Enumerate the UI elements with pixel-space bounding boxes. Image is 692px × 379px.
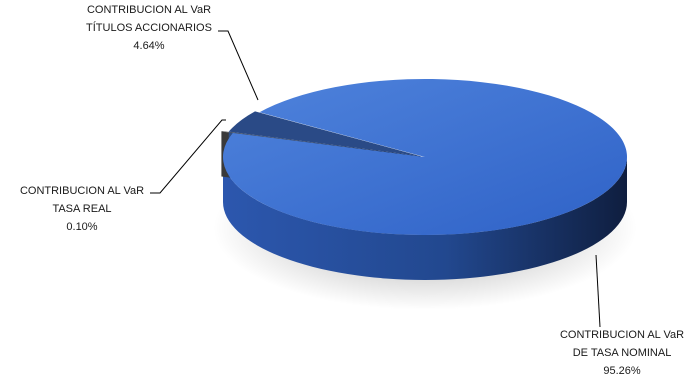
pie-top-layer (221, 79, 628, 236)
slice-label-titulos-accionarios: CONTRIBUCION AL VaR TÍTULOS ACCIONARIOS … (86, 4, 212, 52)
slice-label-tasa-real: CONTRIBUCION AL VaR TASA REAL 0.10% (20, 185, 144, 233)
label-line1: CONTRIBUCION AL VaR (87, 4, 211, 16)
pie-slice-0 (223, 79, 628, 236)
leader-line-titulos-accionarios (218, 30, 259, 101)
label-line2: TASA REAL (52, 203, 111, 215)
leader-line-tasa-real (150, 119, 226, 194)
label-line1: CONTRIBUCION AL VaR (20, 185, 144, 197)
pie-slice-1 (221, 131, 414, 156)
leader-lines (150, 30, 601, 328)
label-line2: TÍTULOS ACCIONARIOS (86, 21, 212, 34)
label-line1: CONTRIBUCION AL VaR (560, 329, 684, 341)
slice-label-tasa-nominal: CONTRIBUCION AL VaR DE TASA NOMINAL 95.2… (560, 329, 684, 377)
label-value: 95.26% (603, 365, 641, 377)
label-line2: DE TASA NOMINAL (573, 347, 672, 359)
pie-slice-side-0 (223, 157, 627, 280)
label-value: 4.64% (133, 40, 164, 52)
label-value: 0.10% (66, 221, 97, 233)
leader-line-tasa-nominal (595, 254, 601, 328)
pie-slice-2 (228, 111, 421, 157)
